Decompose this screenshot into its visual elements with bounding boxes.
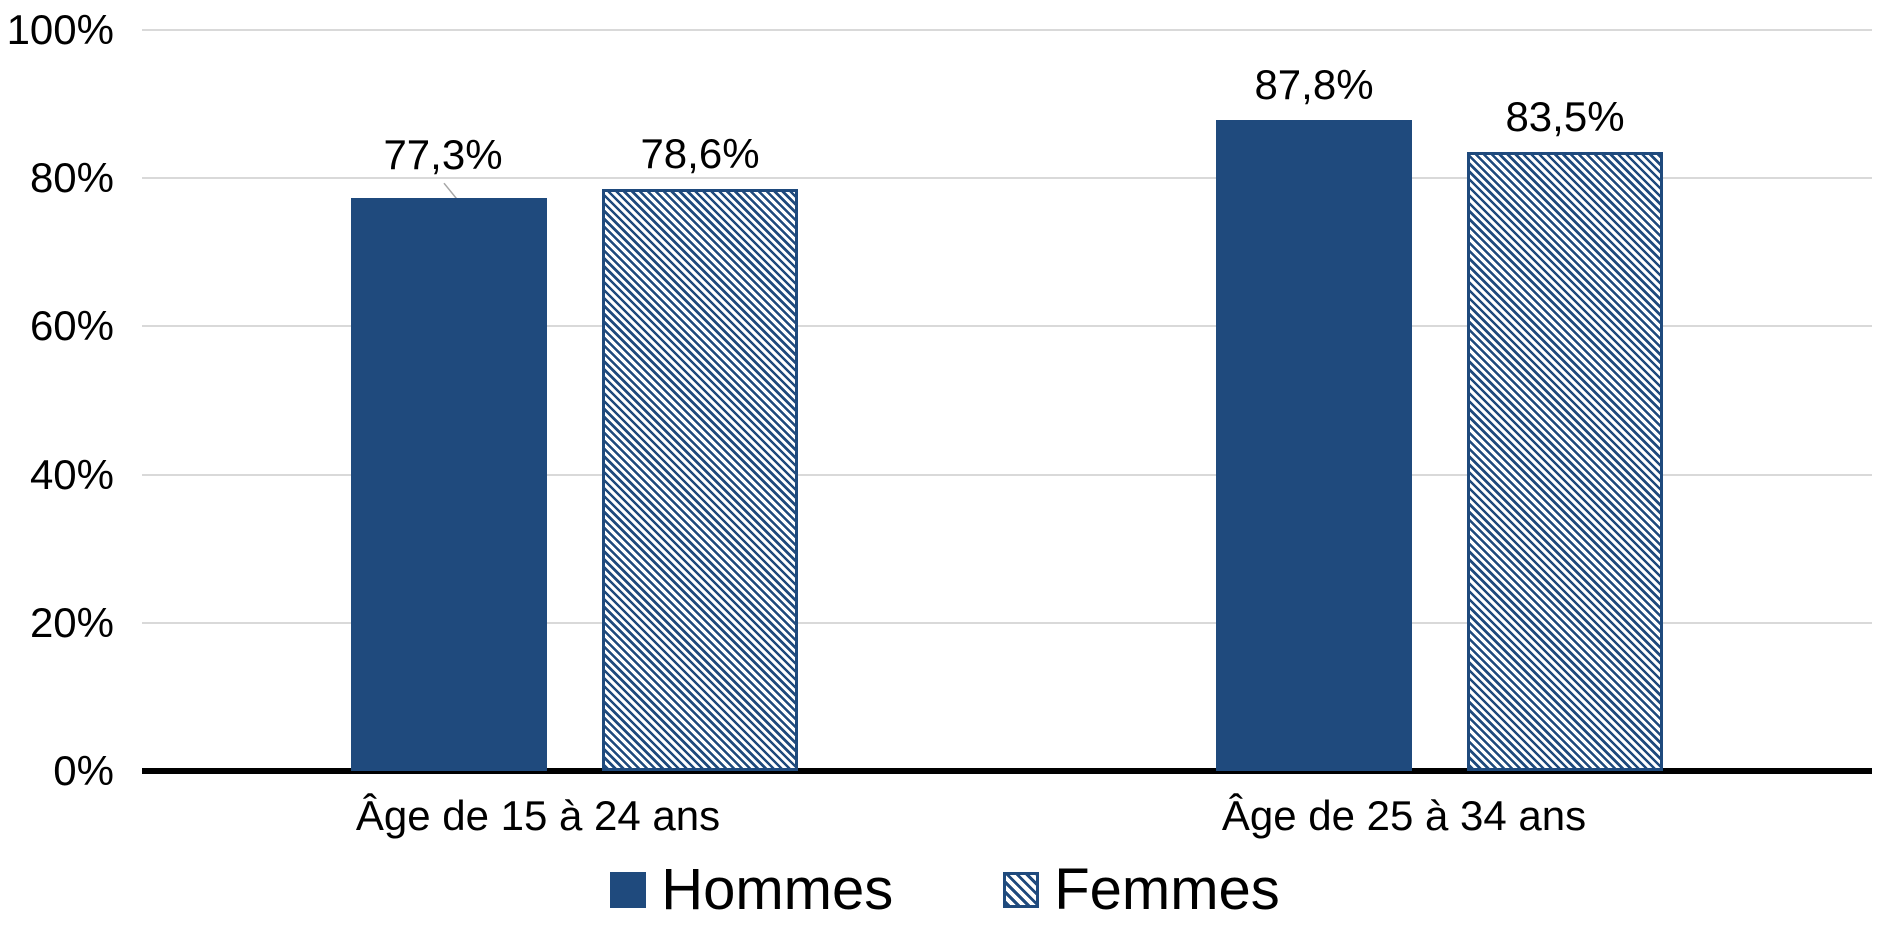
value-label-hommes-cat0: 77,3% <box>383 131 503 179</box>
x-axis-category-label-0: Âge de 15 à 24 ans <box>355 792 721 839</box>
bar-hommes-cat1 <box>1216 120 1412 771</box>
bar-hommes-cat0 <box>351 198 547 771</box>
legend-swatch-solid-icon <box>610 872 647 908</box>
gridline-60 <box>142 325 1872 328</box>
y-axis-tick-label: 40% <box>29 450 114 498</box>
x-axis-line <box>142 768 1872 774</box>
legend-swatch-hatched-icon <box>1003 872 1040 908</box>
value-label-leader-line <box>443 182 458 200</box>
y-axis-tick-label: 60% <box>29 302 114 350</box>
value-label-femmes-cat1: 83,5% <box>1505 93 1625 141</box>
y-axis-tick-label: 0% <box>53 747 114 794</box>
gridline-40 <box>142 473 1872 476</box>
y-axis-tick-label: 100% <box>6 6 114 53</box>
legend-label-femmes: Femmes <box>1054 857 1280 922</box>
value-label-femmes-cat0: 78,6% <box>640 129 760 177</box>
gridline-100 <box>142 29 1872 31</box>
legend-item-femmes: Femmes <box>1003 858 1280 922</box>
legend-item-hommes: Hommes <box>610 858 893 922</box>
y-axis-tick-label: 20% <box>29 598 114 646</box>
y-axis-tick-label: 80% <box>29 154 114 202</box>
legend: Hommes Femmes <box>0 858 1890 922</box>
x-axis-category-label-1: Âge de 25 à 34 ans <box>1221 792 1587 839</box>
value-label-hommes-cat1: 87,8% <box>1254 61 1374 109</box>
gridline-20 <box>142 621 1872 624</box>
bar-femmes-cat1 <box>1467 152 1663 771</box>
legend-label-hommes: Hommes <box>661 857 894 922</box>
gridline-80 <box>142 177 1872 180</box>
bar-femmes-cat0 <box>602 188 798 771</box>
